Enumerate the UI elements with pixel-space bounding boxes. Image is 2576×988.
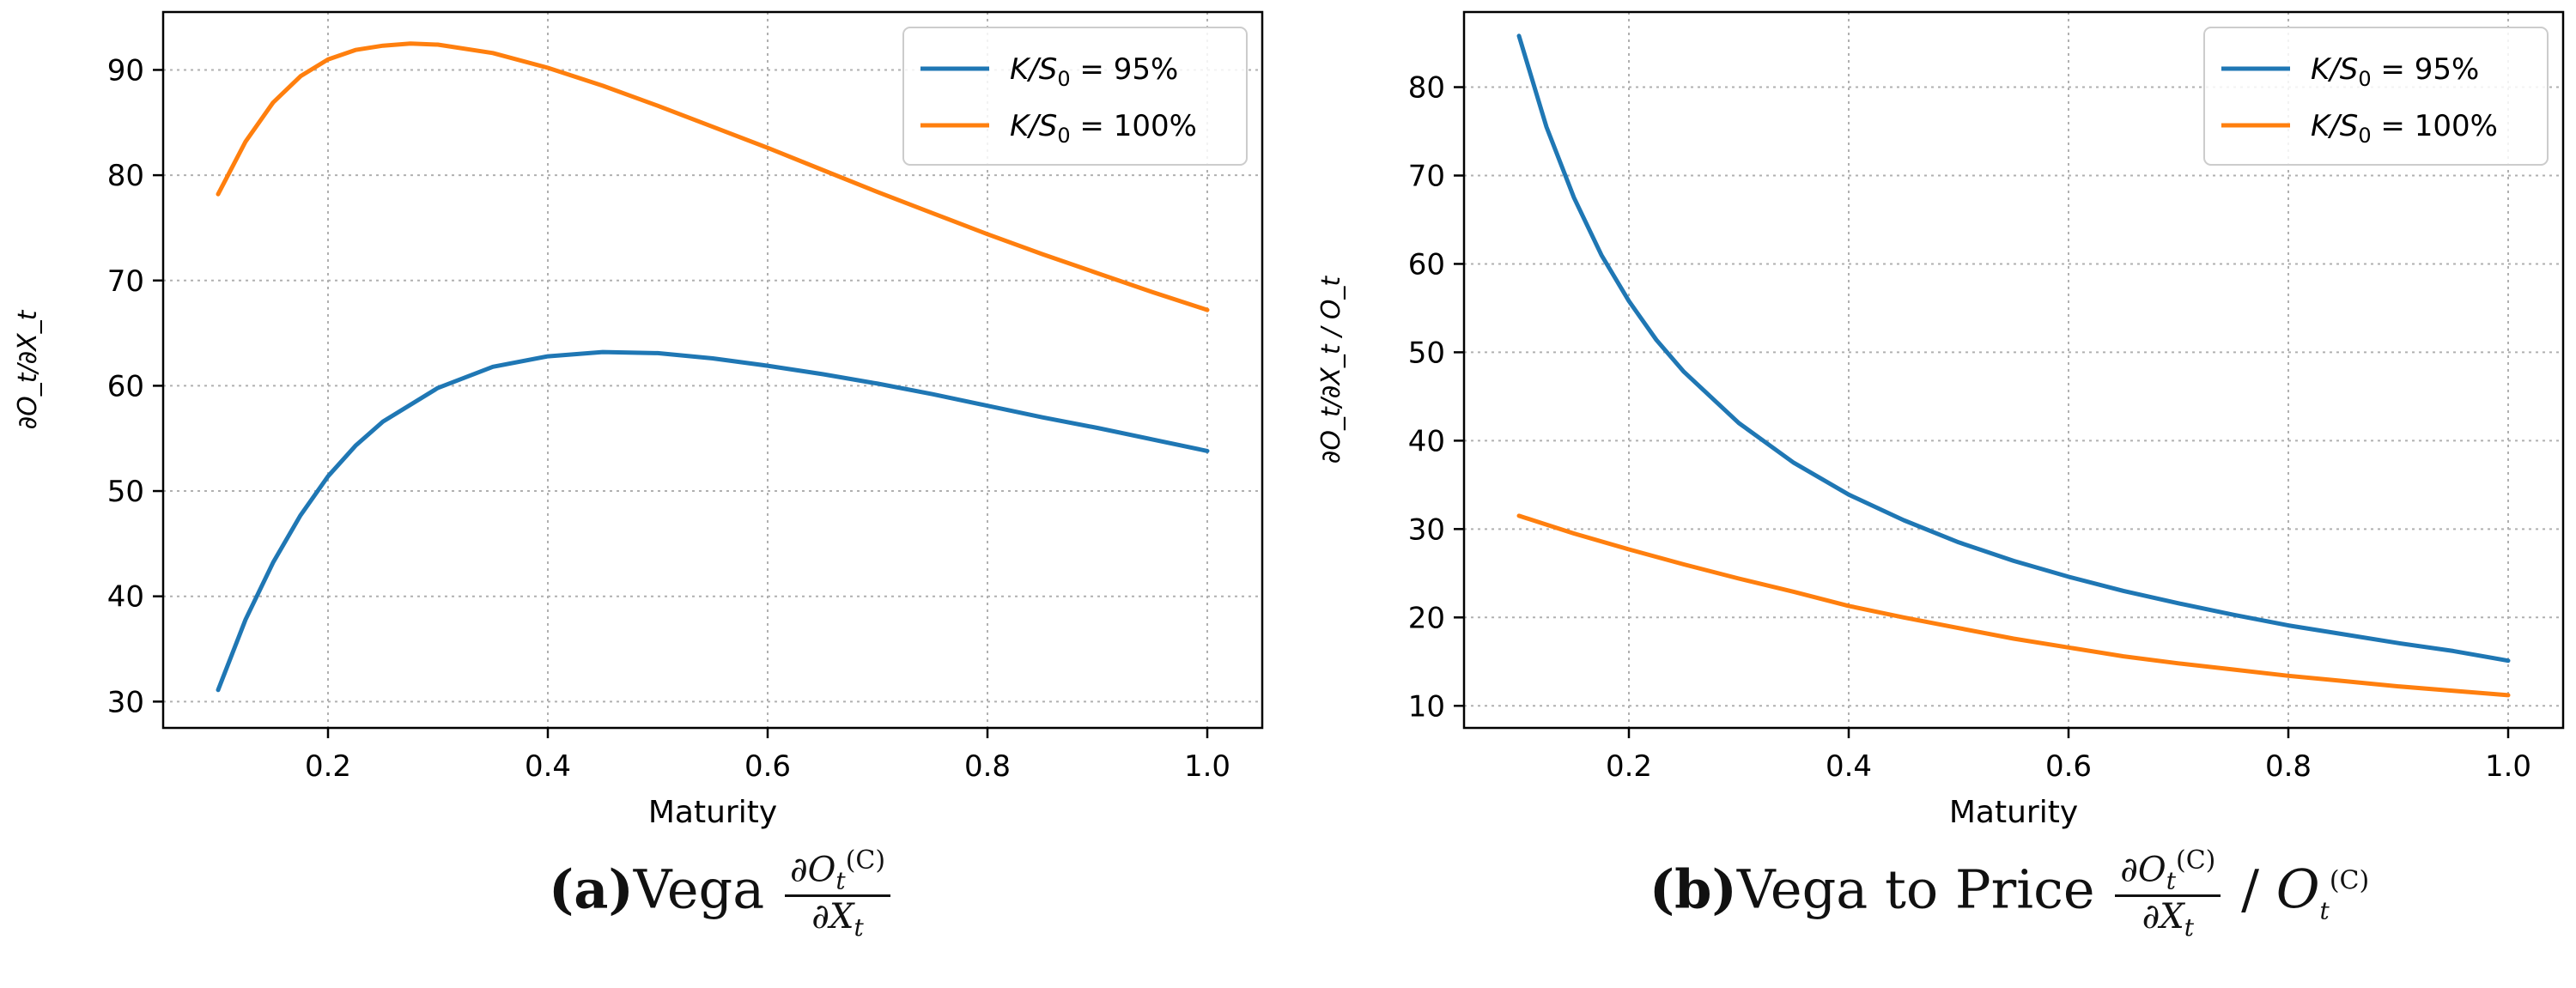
series-line-k100 — [216, 41, 1210, 312]
legend-label: K/S0 = 100% — [2311, 109, 2498, 148]
legend-box — [2203, 27, 2549, 166]
caption-b-tag: (b) — [1649, 858, 1737, 921]
y-tick-label: 40 — [107, 580, 144, 615]
y-tick-label: 50 — [107, 475, 144, 509]
axes-frame — [1462, 10, 2565, 730]
legend: K/S0 = 95% K/S0 = 100% — [2203, 27, 2549, 166]
x-tick-label: 1.0 — [2485, 749, 2531, 784]
y-tick-label: 80 — [107, 159, 144, 193]
caption-b-price: Ot(C) — [2275, 858, 2370, 925]
caption-b-fraction: ∂Ot(C) ∂Xt — [2115, 846, 2221, 942]
legend-label: K/S0 = 95% — [1010, 52, 1178, 91]
x-tick-label: 0.8 — [2265, 749, 2312, 784]
caption-b-divider: / — [2241, 858, 2259, 921]
x-tick-label: 0.6 — [2045, 749, 2092, 784]
x-axis-label: Maturity — [1949, 795, 2078, 830]
y-tick-label: 10 — [1408, 689, 1445, 724]
y-tick-label: 20 — [1408, 601, 1445, 635]
x-tick-label: 0.2 — [305, 749, 351, 784]
plot-vega-to-price: 0.2 0.4 0.6 0.8 1.0 10 20 30 40 50 60 70 80 Maturity ∂… — [1316, 10, 2565, 830]
x-tick-label: 0.8 — [964, 749, 1011, 784]
plot-vega: 0.2 0.4 0.6 0.8 1.0 30 40 50 60 70 80 90 Maturity ∂O_… — [13, 10, 1264, 830]
axes-frame — [161, 10, 1264, 730]
y-tick-label: 70 — [1408, 159, 1445, 193]
series-line-k95 — [216, 349, 1210, 693]
caption-b: (b)Vega to Price ∂Ot(C) ∂Xt / Ot(C) — [1451, 846, 2567, 974]
legend-label: K/S0 = 95% — [2311, 52, 2479, 91]
series-line-k95 — [1516, 33, 2511, 664]
y-tick-label: 40 — [1408, 424, 1445, 458]
y-tick-label: 50 — [1408, 336, 1445, 370]
y-tick-label: 30 — [107, 685, 144, 719]
x-tick-label: 0.4 — [525, 749, 571, 784]
x-axis-label: Maturity — [648, 795, 777, 830]
x-tick-label: 0.6 — [744, 749, 791, 784]
caption-a: (a)Vega ∂Ot(C) ∂Xt — [163, 846, 1279, 974]
caption-a-text: Vega — [633, 858, 765, 921]
y-axis-label: ∂O_t/∂X_t — [13, 309, 43, 429]
legend-label: K/S0 = 100% — [1010, 109, 1197, 148]
y-tick-label: 60 — [1408, 247, 1445, 282]
x-tick-label: 0.4 — [1826, 749, 1872, 784]
y-tick-label: 30 — [1408, 512, 1445, 547]
y-tick-label: 70 — [107, 264, 144, 299]
y-axis-label: ∂O_t/∂X_t / O_t — [1316, 276, 1346, 464]
legend: K/S0 = 95% K/S0 = 100% — [902, 27, 1248, 166]
series-line-k100 — [1516, 513, 2511, 698]
caption-a-fraction: ∂Ot(C) ∂Xt — [784, 846, 891, 942]
caption-a-tag: (a) — [548, 858, 634, 921]
caption-b-text: Vega to Price — [1736, 858, 2095, 921]
legend-box — [902, 27, 1248, 166]
x-tick-label: 1.0 — [1184, 749, 1230, 784]
y-tick-label: 80 — [1408, 71, 1445, 106]
y-tick-label: 90 — [107, 53, 144, 88]
x-tick-label: 0.2 — [1606, 749, 1652, 784]
y-tick-label: 60 — [107, 369, 144, 403]
